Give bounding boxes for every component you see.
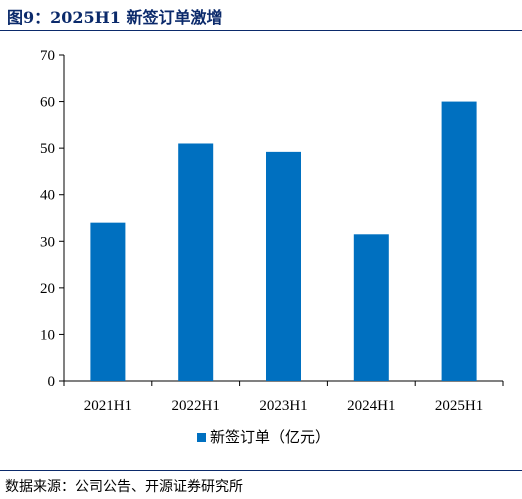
bar-2024H1 [353,234,389,381]
y-tick-label: 50 [40,141,55,157]
bar-2023H1 [266,151,301,381]
bar-series [90,101,477,382]
y-axis-ticks: 0 10 20 30 40 50 60 70 [40,48,64,390]
bar-2021H1 [90,222,126,381]
source-note: 数据来源：公司公告、开源证券研究所 [5,479,243,495]
y-tick-label: 70 [40,48,55,64]
x-tick-label: 2022H1 [172,398,220,414]
x-tick-label: 2024H1 [347,398,395,414]
bar-chart: 0 10 20 30 40 50 60 70 2021H1 2022H1 2023H1 2024H1… [40,48,504,446]
y-tick-label: 30 [40,234,55,250]
x-tick-label: 2025H1 [435,398,483,414]
x-tick-label: 2021H1 [84,398,132,414]
source-divider [0,470,522,471]
legend: 新签订单（亿元） [197,428,330,446]
x-tick-label: 2023H1 [259,398,307,414]
y-tick-label: 20 [40,281,55,297]
x-axis-labels: 2021H1 2022H1 2023H1 2024H1 2025H1 [84,398,484,414]
chart-title: 图9：2025H1 新签订单激增 [7,8,223,27]
y-tick-label: 40 [40,188,55,204]
legend-swatch [197,433,206,442]
title-divider [0,30,522,31]
y-tick-label: 0 [48,374,56,390]
bar-2022H1 [178,143,214,381]
y-tick-label: 60 [40,95,55,111]
bar-2025H1 [441,101,477,382]
legend-label: 新签订单（亿元） [210,428,330,446]
y-tick-label: 10 [40,327,55,343]
